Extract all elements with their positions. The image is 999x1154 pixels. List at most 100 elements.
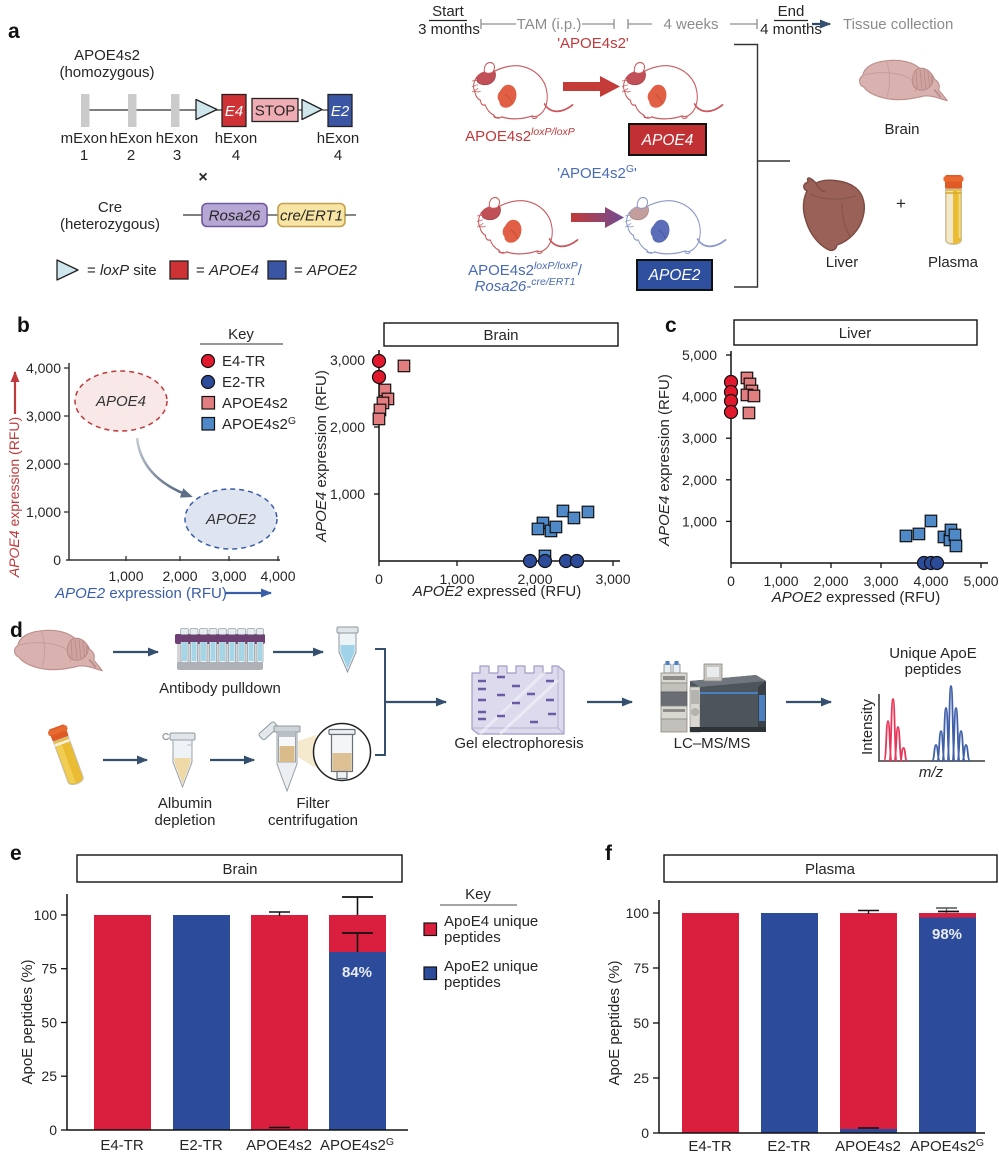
svg-text:E2-TR: E2-TR [222, 374, 266, 391]
svg-text:1: 1 [80, 147, 88, 164]
svg-text:3 months: 3 months [418, 21, 480, 38]
svg-text:APOE2: APOE2 [648, 267, 701, 284]
svg-text:APOE4s2G: APOE4s2G [320, 1136, 394, 1154]
svg-text:3,000: 3,000 [211, 568, 246, 584]
svg-text:ApoE4 unique: ApoE4 unique [444, 913, 538, 930]
svg-text:E4-TR: E4-TR [100, 1137, 144, 1154]
svg-text:Gel electrophoresis: Gel electrophoresis [454, 735, 583, 752]
svg-text:LC–MS/MS: LC–MS/MS [674, 735, 751, 752]
svg-text:peptides: peptides [444, 974, 501, 991]
svg-text:0: 0 [375, 571, 383, 587]
svg-text:hExon: hExon [215, 130, 258, 147]
svg-text:ApoE peptides (%): ApoE peptides (%) [19, 959, 36, 1084]
svg-text:= loxP site: = loxP site [87, 262, 157, 279]
svg-text:×: × [198, 169, 207, 186]
svg-text:Plasma: Plasma [928, 254, 979, 271]
svg-text:Key: Key [228, 326, 254, 343]
svg-text:0: 0 [53, 552, 61, 568]
svg-text:Liver: Liver [826, 254, 859, 271]
svg-text:25: 25 [41, 1068, 57, 1084]
svg-text:(homozygous): (homozygous) [59, 64, 154, 81]
svg-text:Cre: Cre [98, 199, 122, 216]
svg-text:4,000: 4,000 [913, 573, 948, 589]
svg-text:b: b [17, 314, 30, 337]
svg-text:2,000: 2,000 [26, 456, 61, 472]
svg-text:cre/ERT1: cre/ERT1 [280, 208, 343, 225]
svg-text:Filter: Filter [296, 795, 329, 812]
svg-text:centrifugation: centrifugation [268, 812, 358, 829]
svg-text:peptides: peptides [905, 661, 962, 678]
svg-text:ApoE2 unique: ApoE2 unique [444, 958, 538, 975]
svg-text:APOE4: APOE4 [641, 132, 694, 149]
svg-text:0: 0 [49, 1122, 57, 1138]
svg-text:Brain: Brain [222, 861, 257, 878]
svg-text:E2: E2 [331, 103, 350, 120]
svg-text:Intensity: Intensity [859, 699, 876, 755]
svg-text:APOE4 expression (RFU): APOE4 expression (RFU) [656, 374, 673, 547]
svg-text:APOE4s2: APOE4s2 [222, 395, 288, 412]
svg-text:= APOE2: = APOE2 [294, 262, 358, 279]
svg-text:0: 0 [641, 1125, 649, 1141]
svg-text:75: 75 [633, 960, 649, 976]
svg-text:4,000: 4,000 [260, 568, 295, 584]
svg-text:Brain: Brain [884, 121, 919, 138]
svg-text:APOE2 expressed (RFU): APOE2 expressed (RFU) [412, 583, 581, 600]
svg-text:Plasma: Plasma [805, 861, 856, 878]
svg-text:f: f [605, 842, 613, 865]
svg-text:Rosa26: Rosa26 [209, 208, 261, 225]
svg-text:4 weeks: 4 weeks [663, 16, 718, 33]
svg-text:3,000: 3,000 [682, 430, 717, 446]
svg-text:c: c [665, 314, 677, 337]
svg-text:depletion: depletion [155, 812, 216, 829]
svg-text:APOE4: APOE4 [95, 393, 146, 410]
svg-text:hExon: hExon [317, 130, 360, 147]
svg-text:3,000: 3,000 [26, 408, 61, 424]
svg-text:+: + [896, 194, 906, 213]
svg-text:0: 0 [727, 573, 735, 589]
svg-text:E4: E4 [225, 103, 243, 120]
svg-text:End: End [778, 3, 805, 20]
svg-text:4,000: 4,000 [26, 360, 61, 376]
svg-text:'APOE4s2': 'APOE4s2' [557, 35, 629, 52]
svg-text:3,000: 3,000 [330, 352, 365, 368]
svg-text:APOE4s2: APOE4s2 [835, 1138, 901, 1154]
svg-text:TAM (i.p.): TAM (i.p.) [517, 16, 582, 33]
svg-text:APOE4s2loxP/loxP: APOE4s2loxP/loxP [465, 126, 575, 145]
svg-text:3: 3 [173, 147, 181, 164]
svg-text:APOE2 expression (RFU): APOE2 expression (RFU) [54, 585, 227, 602]
svg-text:3,000: 3,000 [863, 573, 898, 589]
svg-text:2,000: 2,000 [517, 571, 552, 587]
svg-text:m/z: m/z [919, 764, 944, 781]
svg-text:1,000: 1,000 [439, 571, 474, 587]
svg-text:hExon: hExon [156, 130, 199, 147]
svg-text:Antibody pulldown: Antibody pulldown [159, 680, 281, 697]
svg-text:25: 25 [633, 1070, 649, 1086]
svg-text:3,000: 3,000 [595, 571, 630, 587]
svg-text:APOE4s2G: APOE4s2G [910, 1137, 984, 1154]
svg-text:E4-TR: E4-TR [222, 353, 266, 370]
svg-text:1,000: 1,000 [26, 504, 61, 520]
svg-text:1,000: 1,000 [682, 513, 717, 529]
svg-text:APOE2 expressed (RFU): APOE2 expressed (RFU) [771, 589, 940, 606]
svg-text:Brain: Brain [483, 327, 518, 344]
svg-text:84%: 84% [342, 964, 372, 981]
svg-text:5,000: 5,000 [682, 347, 717, 363]
svg-text:2,000: 2,000 [813, 573, 848, 589]
svg-text:Liver: Liver [839, 325, 872, 342]
svg-text:APOE4s2: APOE4s2 [74, 47, 140, 64]
svg-text:4,000: 4,000 [682, 389, 717, 405]
svg-text:5,000: 5,000 [963, 573, 998, 589]
svg-text:'APOE4s2G': 'APOE4s2G' [557, 163, 637, 182]
svg-text:e: e [10, 842, 22, 865]
svg-text:E2-TR: E2-TR [179, 1137, 223, 1154]
svg-text:APOE4s2G: APOE4s2G [222, 415, 296, 433]
svg-text:50: 50 [633, 1015, 649, 1031]
svg-text:ApoE peptides (%): ApoE peptides (%) [606, 960, 623, 1085]
svg-text:Rosa26-cre/ERT1: Rosa26-cre/ERT1 [475, 276, 576, 295]
svg-text:peptides: peptides [444, 929, 501, 946]
svg-text:(heterozygous): (heterozygous) [60, 216, 160, 233]
svg-text:1,000: 1,000 [330, 486, 365, 502]
svg-text:d: d [10, 619, 23, 642]
svg-text:mExon: mExon [61, 130, 108, 147]
svg-text:4: 4 [232, 147, 240, 164]
